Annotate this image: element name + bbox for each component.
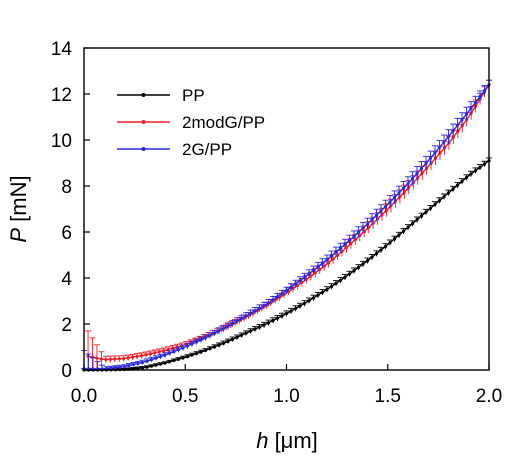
legend-label: 2modG/PP bbox=[182, 113, 265, 132]
legend-marker bbox=[141, 147, 146, 151]
y-tick-label: 14 bbox=[51, 39, 73, 60]
legend-item: 2modG/PP bbox=[117, 113, 265, 132]
y-tick-label: 8 bbox=[61, 177, 72, 198]
x-tick-label: 0.5 bbox=[172, 386, 198, 407]
series-line bbox=[87, 84, 490, 361]
y-tick-label: 10 bbox=[51, 131, 72, 152]
x-tick-label: 1.5 bbox=[375, 386, 401, 407]
y-tick-label: 2 bbox=[61, 315, 72, 336]
series-2g-pp bbox=[81, 79, 492, 371]
x-tick-label: 0.0 bbox=[71, 386, 97, 407]
legend: PP 2modG/PP 2G/PP bbox=[117, 86, 265, 159]
x-tick-label: 1.0 bbox=[273, 386, 299, 407]
legend-item: PP bbox=[117, 86, 205, 105]
series-layer bbox=[81, 79, 492, 372]
y-tick-label: 12 bbox=[51, 85, 72, 106]
y-axis-label: P [mN] bbox=[6, 175, 31, 242]
ticks-layer: 0.0 0.5 1.0 1.5 2.0 0 2 4 6 8 10 12 14 bbox=[51, 39, 502, 407]
series-2modg-pp bbox=[85, 79, 492, 370]
x-tick-label: 2.0 bbox=[476, 386, 502, 407]
x-axis-label: h [μm] bbox=[256, 428, 318, 453]
series-line bbox=[84, 84, 490, 370]
series-pp bbox=[81, 157, 492, 372]
legend-marker bbox=[141, 120, 146, 124]
legend-item: 2G/PP bbox=[117, 140, 232, 159]
series-line bbox=[84, 160, 490, 371]
y-tick-label: 4 bbox=[61, 269, 72, 290]
y-tick-label: 6 bbox=[61, 223, 72, 244]
legend-label: 2G/PP bbox=[182, 140, 232, 159]
legend-marker bbox=[141, 93, 146, 97]
legend-label: PP bbox=[182, 86, 205, 105]
y-tick-label: 0 bbox=[61, 361, 72, 382]
